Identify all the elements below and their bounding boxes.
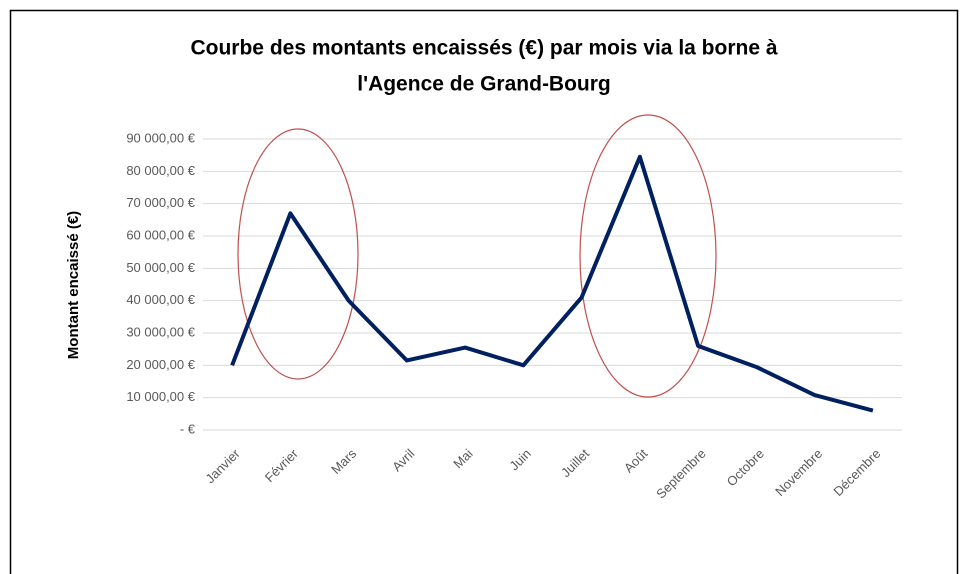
highlight-ellipse [579, 114, 717, 398]
chart-title: l'Agence de Grand-Bourg [357, 73, 611, 96]
chart-frame [9, 9, 959, 574]
y-tick-label: 60 000,00 € [126, 227, 195, 242]
y-tick-label: 80 000,00 € [126, 163, 195, 178]
y-tick-label: 10 000,00 € [126, 389, 195, 404]
line-series [230, 154, 874, 413]
y-tick-label: 70 000,00 € [126, 195, 195, 210]
y-tick-label: 50 000,00 € [126, 260, 195, 275]
y-axis-label: Montant encaissé (€) [65, 211, 82, 359]
y-tick-label: 20 000,00 € [126, 357, 195, 372]
y-tick-label: - € [180, 421, 196, 436]
y-tick-label: 90 000,00 € [126, 130, 195, 145]
highlight-ellipse [237, 128, 359, 380]
y-tick-label: 30 000,00 € [126, 324, 195, 339]
chart-title: Courbe des montants encaissés (€) par mo… [190, 37, 777, 60]
y-tick-label: 40 000,00 € [126, 292, 195, 307]
